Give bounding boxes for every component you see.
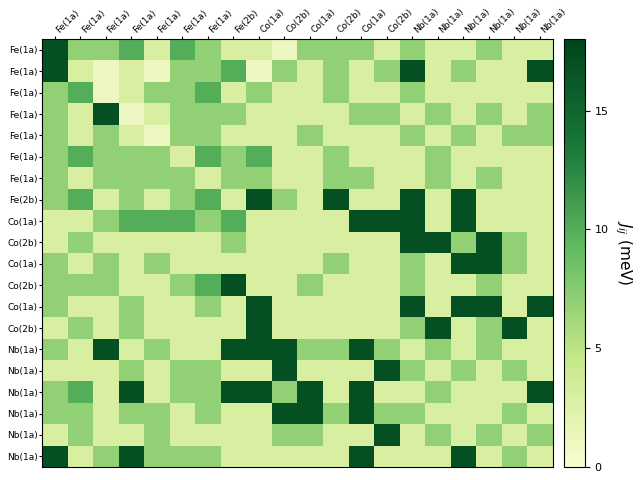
Y-axis label: $J_{ij}$ (meV): $J_{ij}$ (meV) bbox=[613, 220, 634, 286]
